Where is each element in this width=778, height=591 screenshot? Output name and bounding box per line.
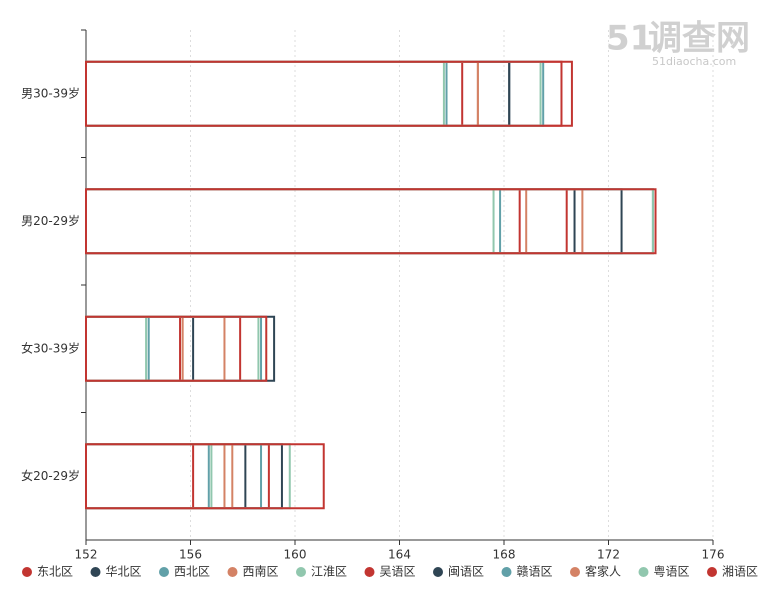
bar (85, 188, 502, 255)
bar (85, 443, 234, 510)
legend-label: 江淮区 (311, 565, 347, 579)
bar (85, 315, 182, 382)
bar (85, 443, 247, 510)
legend-marker (707, 567, 717, 577)
legend-label: 西北区 (174, 565, 210, 579)
legend-marker (227, 567, 238, 577)
legend-marker (433, 567, 443, 577)
x-tick-label: 160 (284, 548, 307, 562)
bar (85, 443, 283, 510)
bar (85, 188, 568, 255)
bar (85, 315, 268, 382)
x-tick-label: 172 (597, 548, 620, 562)
bar (85, 60, 479, 127)
bar (85, 60, 573, 127)
legend-label: 赣语区 (517, 565, 553, 579)
x-tick-label: 176 (702, 548, 725, 562)
bar (85, 443, 195, 510)
bar (85, 443, 291, 510)
bar (85, 188, 654, 255)
bar (85, 188, 495, 255)
bar (85, 188, 576, 255)
bar (85, 443, 263, 510)
legend-marker (90, 567, 101, 577)
bar (85, 315, 263, 382)
bar (85, 60, 464, 127)
bar (85, 443, 226, 510)
legend-label: 吴语区 (380, 565, 416, 579)
legend-marker (570, 567, 580, 577)
x-tick-label: 156 (179, 548, 202, 562)
bar (85, 60, 542, 127)
bar (85, 443, 325, 510)
bar (85, 60, 545, 127)
legend-label: 闽语区 (448, 565, 484, 579)
legend-label: 粤语区 (654, 564, 690, 579)
bar (85, 315, 226, 382)
bar (85, 315, 184, 382)
bar (85, 60, 448, 127)
bar (85, 315, 150, 382)
watermark-logo: 51 (606, 19, 653, 59)
bar (85, 315, 260, 382)
legend-label: 西南区 (243, 564, 279, 579)
bar (85, 60, 445, 127)
legend-marker (159, 567, 169, 577)
x-tick-label: 164 (388, 548, 411, 562)
bar (85, 188, 521, 255)
y-tick-label: 女20-29岁 (21, 468, 80, 483)
y-tick-label: 女30-39岁 (21, 340, 80, 355)
bar (85, 315, 242, 382)
bar (85, 315, 195, 382)
legend-label: 华北区 (106, 565, 142, 579)
bar (85, 60, 479, 127)
legend-marker (638, 567, 649, 577)
bar (85, 188, 623, 255)
bar (85, 188, 528, 255)
legend-label: 客家人 (585, 564, 621, 579)
bar (85, 443, 270, 510)
bar (85, 188, 584, 255)
bar (85, 188, 657, 255)
legend-marker (501, 567, 512, 577)
y-tick-label: 男30-39岁 (21, 85, 80, 100)
bar (85, 60, 563, 127)
legend-marker (364, 567, 375, 577)
legend-marker (296, 567, 306, 577)
y-tick-label: 男20-29岁 (21, 213, 80, 228)
bar (85, 315, 148, 382)
watermark-name: 调查网 (648, 19, 750, 59)
x-tick-label: 152 (75, 548, 98, 562)
bar (85, 188, 654, 255)
legend-marker (22, 567, 32, 577)
watermark-url: 51diaocha.com (652, 55, 736, 68)
x-tick-label: 168 (493, 548, 516, 562)
legend-label: 湘语区 (722, 564, 758, 579)
legend-label: 东北区 (37, 565, 73, 579)
